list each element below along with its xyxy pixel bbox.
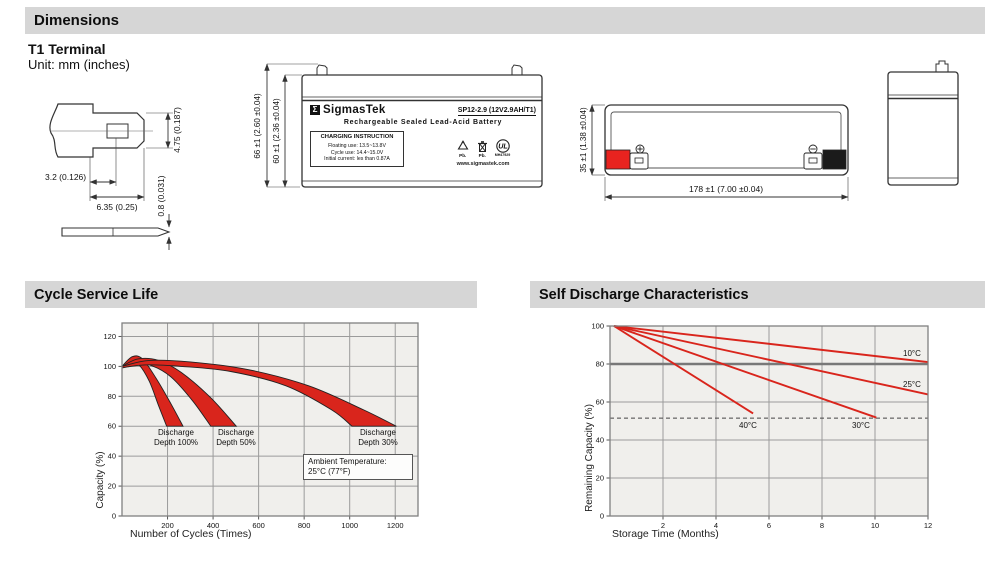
- terminal-tab-outline: [49, 103, 145, 158]
- dimensions-section-title: Dimensions: [34, 12, 120, 29]
- brand-name: SigmasTek: [323, 104, 386, 116]
- svg-text:10: 10: [871, 521, 879, 530]
- label-10c: 10°C: [903, 349, 921, 358]
- top-view-outline: [604, 104, 849, 176]
- self-discharge-section-header: Self Discharge Characteristics: [530, 281, 985, 308]
- svg-text:20: 20: [108, 482, 116, 491]
- svg-text:1000: 1000: [341, 521, 358, 530]
- svg-text:8: 8: [820, 521, 824, 530]
- ul-mark-icon: UL: [495, 138, 510, 153]
- band-3: [121, 359, 397, 427]
- charging-line-floating: Floating use: 13.5~13.8V: [328, 143, 386, 149]
- battery-label: Σ SigmasTek SP12-2.9 (12V2.9AH/T1) Recha…: [310, 104, 536, 180]
- annotation-ambient-temperature: Ambient Temperature: 25°C (77°F): [303, 454, 413, 480]
- cycle-section-title: Cycle Service Life: [34, 286, 159, 303]
- self-discharge-ylabel: Remaining Capacity (%): [584, 404, 595, 512]
- svg-text:1200: 1200: [387, 521, 404, 530]
- series-4: [613, 325, 754, 415]
- front-left-terminal: [316, 64, 328, 75]
- svg-text:120: 120: [103, 332, 116, 341]
- annotation-depth-50: Discharge Depth 50%: [216, 428, 256, 447]
- charts-layer: Capacity (%) Number of Cycles (Times) Re…: [95, 322, 932, 541]
- series-1: [613, 325, 929, 364]
- model-number: SP12-2.9 (12V2.9AH/T1): [457, 107, 536, 116]
- svg-text:100: 100: [103, 362, 116, 371]
- sigmastek-logo-icon: Σ: [310, 105, 320, 115]
- cycle-xlabel: Number of Cycles (Times): [130, 528, 252, 540]
- dim-terminal-width: 6.35 (0.25): [96, 202, 137, 212]
- dimensions-section-header: Dimensions: [25, 7, 985, 34]
- svg-text:0: 0: [112, 512, 116, 521]
- battery-top-view: 35 ±1 (1.38 ±0.04) 178 ±1 (7.00 ±0.04): [579, 104, 849, 201]
- charging-line-cycle: Cycle use: 14.4~15.0V: [330, 149, 384, 156]
- annotation-depth-30: Discharge Depth 30%: [358, 428, 398, 447]
- svg-text:0: 0: [600, 512, 604, 521]
- dim-front-total-height: 66 ±1 (2.60 ±0.04): [253, 93, 262, 159]
- dim-top-height: 35 ±1 (1.38 ±0.04): [579, 107, 588, 173]
- charging-line-initial: Initial current: les than 0.87A: [324, 156, 390, 162]
- bin-pb-text: Pb.: [478, 152, 486, 158]
- self-discharge-plot: 2 4 6 8 10 12 0 20 40 60 80 100: [591, 322, 932, 531]
- top-view-recess: [610, 111, 842, 169]
- dim-front-case-height: 60 ±1 (2.36 ±0.04): [272, 98, 281, 164]
- dim-terminal-height: 4.75 (0.187): [172, 107, 182, 153]
- negative-connector: [803, 152, 823, 170]
- svg-text:40: 40: [108, 452, 116, 461]
- cycle-ylabel: Capacity (%): [95, 451, 106, 508]
- charging-instruction-title: CHARGING INSTRUCTION: [320, 134, 394, 140]
- end-view-terminal: [935, 60, 949, 72]
- label-25c: 25°C: [903, 380, 921, 389]
- self-discharge-section-title: Self Discharge Characteristics: [539, 286, 749, 303]
- unit-note: Unit: mm (inches): [28, 57, 130, 72]
- terminal-side-profile: [61, 227, 171, 237]
- svg-text:600: 600: [252, 521, 265, 530]
- dimension-drawings: 3.2 (0.126) 6.35 (0.25) 4.75 (0.187) 0.8…: [45, 60, 959, 250]
- series-3: [613, 325, 877, 419]
- recycle-pb-icon: [457, 139, 469, 150]
- svg-text:2: 2: [661, 521, 665, 530]
- svg-text:6: 6: [767, 521, 771, 530]
- ul-file-number: MH47929: [494, 152, 511, 157]
- t1-terminal-title: T1 Terminal: [28, 41, 106, 57]
- self-discharge-xlabel: Storage Time (Months): [612, 528, 719, 540]
- svg-text:60: 60: [596, 398, 604, 407]
- crossed-bin-pb-icon: [477, 140, 487, 152]
- terminal-detail-drawing: 3.2 (0.126) 6.35 (0.25) 4.75 (0.187) 0.8…: [45, 103, 182, 250]
- cycle-service-life-plot: 200 400 600 800 1000 1200 0 20 40 60 80 100 120: [103, 322, 419, 530]
- positive-terminal-marker: [605, 149, 631, 170]
- svg-text:400: 400: [207, 521, 220, 530]
- svg-text:12: 12: [924, 521, 932, 530]
- dim-top-length: 178 ±1 (7.00 ±0.04): [689, 184, 763, 194]
- svg-text:4: 4: [714, 521, 718, 530]
- svg-text:80: 80: [108, 392, 116, 401]
- svg-text:40: 40: [596, 436, 604, 445]
- svg-text:800: 800: [298, 521, 311, 530]
- website-text: www.sigmastek.com: [456, 160, 510, 167]
- positive-connector: [629, 152, 649, 170]
- cycle-section-header: Cycle Service Life: [25, 281, 477, 308]
- battery-front-view: 66 ±1 (2.60 ±0.04) 60 ±1 (2.36 ±0.04): [253, 63, 543, 188]
- recycle-pb-text: Pb.: [459, 152, 467, 158]
- svg-text:80: 80: [596, 360, 604, 369]
- dim-terminal-offset: 3.2 (0.126): [45, 172, 86, 182]
- dim-terminal-thickness: 0.8 (0.031): [156, 175, 166, 216]
- front-right-terminal: [511, 64, 523, 75]
- end-view-outline: [887, 71, 959, 186]
- label-30c: 30°C: [852, 421, 870, 430]
- series-2: [613, 325, 929, 396]
- annotation-depth-100: Discharge Depth 100%: [153, 428, 199, 447]
- svg-text:UL: UL: [498, 141, 508, 150]
- charging-instruction-box: CHARGING INSTRUCTION Floating use: 13.5~…: [310, 131, 404, 167]
- svg-text:200: 200: [161, 521, 174, 530]
- battery-type-text: Rechargeable Sealed Lead-Acid Battery: [343, 119, 503, 126]
- svg-text:60: 60: [108, 422, 116, 431]
- battery-end-view: [887, 60, 959, 186]
- label-40c: 40°C: [739, 421, 757, 430]
- negative-terminal-marker: [822, 149, 847, 170]
- front-case-outline: [301, 74, 543, 188]
- svg-text:20: 20: [596, 474, 604, 483]
- svg-text:100: 100: [591, 322, 604, 331]
